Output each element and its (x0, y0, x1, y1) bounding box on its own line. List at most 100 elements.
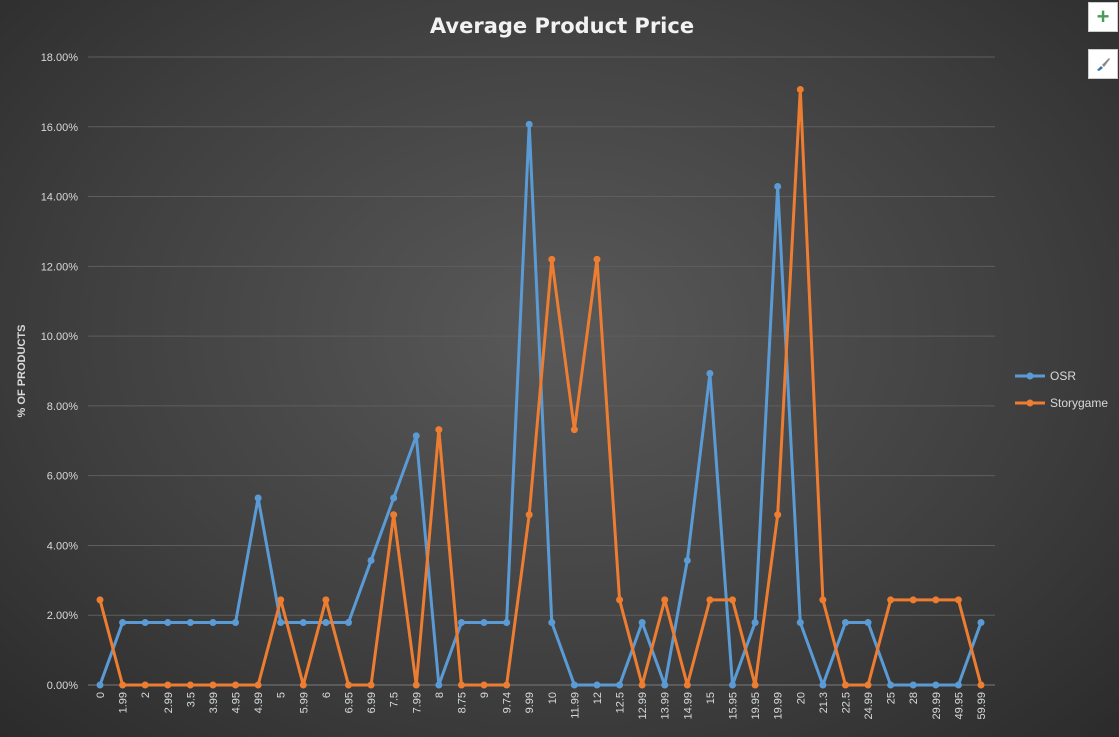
data-point (796, 85, 804, 93)
data-point (164, 681, 172, 689)
data-point (909, 596, 917, 604)
data-point (232, 619, 240, 627)
x-tick-label: 20 (795, 692, 807, 704)
data-point (751, 681, 759, 689)
data-point (503, 681, 511, 689)
data-point (932, 681, 940, 689)
data-point (819, 681, 827, 689)
data-point (819, 596, 827, 604)
data-point (322, 596, 330, 604)
data-point (435, 681, 443, 689)
x-tick-label: 4.95 (231, 692, 243, 713)
data-point (322, 619, 330, 627)
data-point (412, 681, 420, 689)
legend-label: OSR (1050, 369, 1076, 383)
series-line-storygame (98, 87, 983, 687)
x-tick-label: 4.99 (253, 692, 265, 713)
x-tick-label: 22.5 (840, 692, 852, 713)
x-tick-label: 13.99 (660, 692, 672, 720)
data-point (119, 681, 127, 689)
x-tick-label: 5.99 (298, 692, 310, 713)
data-point (683, 556, 691, 564)
x-tick-label: 10 (547, 692, 559, 704)
data-point (141, 681, 149, 689)
data-point (616, 681, 624, 689)
data-point (729, 596, 737, 604)
x-tick-label: 7.5 (389, 692, 401, 707)
chart-styles-button[interactable] (1088, 49, 1118, 79)
data-point (887, 681, 895, 689)
data-point (683, 681, 691, 689)
data-point (638, 619, 646, 627)
data-point (954, 596, 962, 604)
y-tick-label: 16.00% (41, 122, 79, 134)
x-tick-label: 2 (140, 692, 152, 698)
y-tick-label: 4.00% (47, 540, 78, 552)
data-point (503, 619, 511, 627)
data-point (412, 432, 420, 440)
data-point (841, 681, 849, 689)
data-point (277, 619, 285, 627)
data-point (729, 681, 737, 689)
x-tick-label: 15.95 (728, 692, 740, 720)
x-tick-label: 1.99 (118, 692, 130, 713)
data-point (661, 681, 669, 689)
x-tick-label: 28 (908, 692, 920, 704)
x-tick-label: 19.99 (773, 692, 785, 720)
x-tick-label: 29.99 (931, 692, 943, 720)
x-tick-label: 0 (95, 692, 107, 698)
data-point (751, 619, 759, 627)
data-point (457, 681, 465, 689)
x-tick-label: 12.99 (637, 692, 649, 720)
data-point (367, 681, 375, 689)
data-point (932, 596, 940, 604)
data-point (254, 681, 262, 689)
data-point (390, 511, 398, 519)
y-axis-label: % OF PRODUCTS (16, 325, 28, 418)
x-tick-label: 11.99 (569, 692, 581, 719)
data-point (277, 596, 285, 604)
data-point (796, 619, 804, 627)
x-tick-label: 5 (276, 692, 288, 698)
x-tick-label: 6.95 (343, 692, 355, 713)
x-tick-label: 3.5 (185, 692, 197, 707)
data-point (616, 596, 624, 604)
x-tick-label: 9.99 (524, 692, 536, 713)
data-point (96, 596, 104, 604)
data-point (548, 619, 556, 627)
data-point (299, 681, 307, 689)
data-point (344, 681, 352, 689)
data-point (661, 596, 669, 604)
series-line-osr (98, 122, 983, 687)
y-tick-label: 6.00% (47, 471, 78, 483)
data-point (209, 619, 217, 627)
x-tick-label: 24.99 (863, 692, 875, 720)
y-tick-label: 18.00% (41, 52, 79, 64)
data-point (186, 681, 194, 689)
data-point (593, 255, 601, 263)
x-tick-label: 9.74 (502, 692, 514, 713)
x-tick-label: 7.99 (411, 692, 423, 713)
data-point (887, 596, 895, 604)
data-point (209, 681, 217, 689)
data-point (638, 681, 646, 689)
data-point (909, 681, 917, 689)
legend-marker (1026, 372, 1034, 380)
data-point (570, 426, 578, 434)
data-point (390, 494, 398, 502)
x-tick-label: 21.3 (818, 692, 830, 713)
data-point (525, 120, 533, 128)
data-point (254, 494, 262, 502)
x-tick-label: 8 (434, 692, 446, 698)
x-tick-label: 25 (886, 692, 898, 704)
y-tick-label: 12.00% (41, 261, 79, 273)
x-tick-label: 2.99 (163, 692, 175, 713)
data-point (525, 511, 533, 519)
y-tick-label: 10.00% (41, 331, 79, 343)
add-chart-element-button[interactable]: + (1088, 2, 1118, 32)
data-point (864, 619, 872, 627)
data-point (706, 596, 714, 604)
x-tick-label: 14.99 (682, 692, 694, 720)
data-point (232, 681, 240, 689)
